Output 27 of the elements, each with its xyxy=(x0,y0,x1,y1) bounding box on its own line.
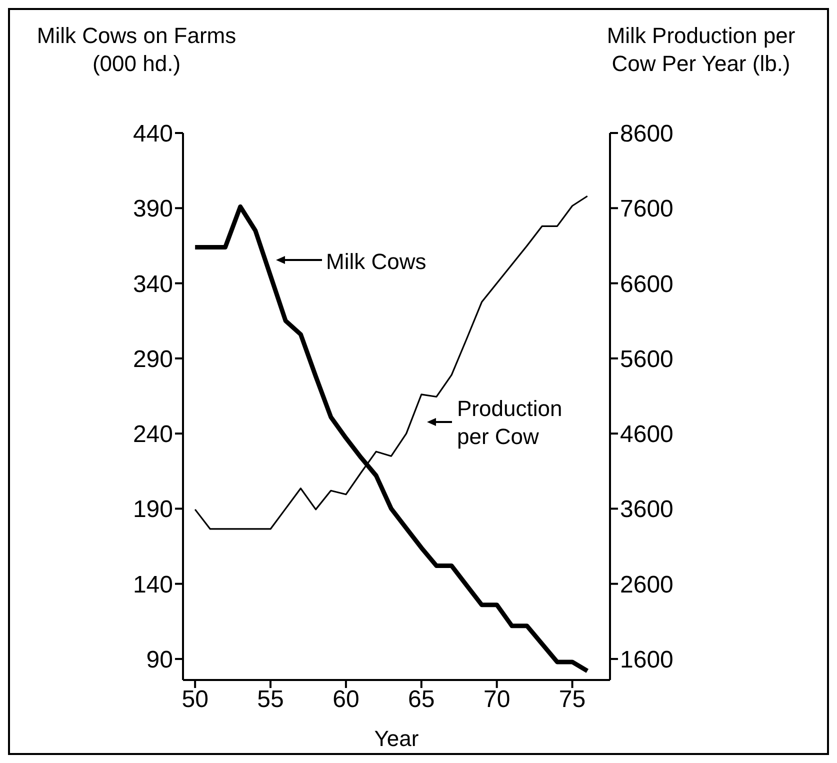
y2-tick-label: 8600 xyxy=(620,120,674,148)
y-tick-label: 90 xyxy=(146,646,173,674)
y-tick-label: 240 xyxy=(132,421,173,448)
y2-tick-label: 1600 xyxy=(620,646,674,674)
y-axis-title: Milk Cows on Farms (000 hd.) xyxy=(36,22,238,78)
y2-tick-label: 6600 xyxy=(620,270,674,298)
y2-tick-label: 3600 xyxy=(620,496,674,524)
y-tick-label: 190 xyxy=(132,496,173,524)
y-tick-label: 140 xyxy=(132,571,173,598)
x-tick-label: 70 xyxy=(483,686,510,714)
y-tick-label: 440 xyxy=(132,120,173,148)
y2-tick-label: 7600 xyxy=(620,196,674,223)
legend-label: Milk Cows xyxy=(326,248,428,276)
x-tick-label: 65 xyxy=(408,686,435,714)
y2-tick-label: 2600 xyxy=(620,571,674,598)
y-tick-label: 390 xyxy=(132,196,173,223)
y2-tick-label: 5600 xyxy=(620,346,674,373)
x-tick-label: 60 xyxy=(332,686,360,714)
x-axis-title: Year xyxy=(374,726,419,751)
y-tick-label: 290 xyxy=(132,346,173,373)
y2-axis-title: Milk Production per Cow Per Year (lb.) xyxy=(606,22,796,78)
legend-label: Production per Cow xyxy=(457,395,564,451)
y2-tick-label: 4600 xyxy=(620,421,674,448)
x-tick-label: 55 xyxy=(257,686,284,714)
x-tick-label: 50 xyxy=(182,686,208,714)
x-tick-label: 75 xyxy=(558,686,586,714)
y-tick-label: 340 xyxy=(132,270,173,298)
